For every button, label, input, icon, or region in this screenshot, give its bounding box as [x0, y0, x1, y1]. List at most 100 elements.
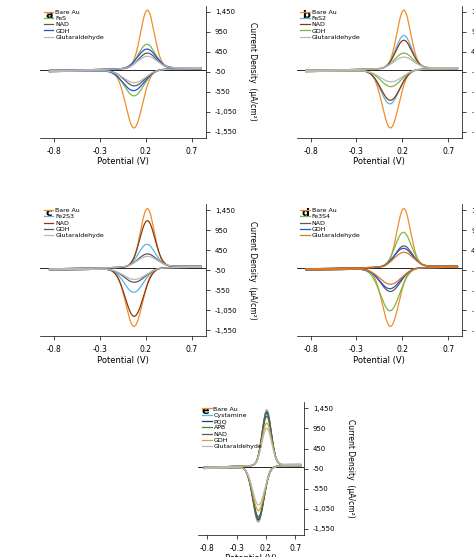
Glutaraldehyde	[303, 68, 309, 75]
Bare Au	[437, 264, 443, 271]
Bare Au	[131, 125, 137, 131]
GDH	[181, 264, 186, 271]
NAD	[364, 66, 370, 72]
Glutaraldehyde	[426, 264, 432, 271]
APB	[255, 515, 261, 522]
Glutaraldehyde	[437, 66, 443, 72]
PQQ	[201, 464, 207, 471]
FeS	[144, 41, 150, 47]
GDH	[144, 46, 150, 52]
NAD	[401, 37, 407, 43]
Fe2S3	[46, 267, 52, 273]
GDH	[240, 463, 246, 470]
PQQ	[240, 463, 246, 470]
NAD	[303, 267, 309, 273]
Text: e: e	[201, 407, 209, 417]
Bare Au	[170, 264, 175, 271]
Bare Au	[388, 125, 393, 131]
APB	[201, 464, 207, 471]
Glutaraldehyde	[334, 68, 340, 75]
Fe3S4	[369, 264, 375, 271]
GDH	[201, 465, 207, 472]
NAD	[287, 462, 292, 469]
Bare Au	[141, 212, 147, 218]
Bare Au	[303, 267, 309, 273]
Line: GDH: GDH	[306, 248, 457, 289]
Glutaraldehyde	[303, 266, 309, 272]
Fe3S4	[334, 266, 340, 273]
Line: FeS2: FeS2	[306, 36, 457, 104]
GDH	[108, 264, 113, 271]
GDH	[113, 264, 118, 271]
NAD	[364, 264, 370, 271]
Glutaraldehyde	[244, 462, 249, 469]
Fe3S4	[303, 266, 309, 272]
Bare Au	[78, 68, 83, 75]
Line: NAD: NAD	[49, 53, 201, 86]
APB	[262, 416, 267, 422]
NAD	[388, 288, 393, 295]
Line: FeS: FeS	[49, 44, 201, 96]
PQQ	[244, 462, 249, 469]
FeS	[131, 92, 137, 99]
Bare Au	[264, 407, 270, 413]
Fe2S3	[108, 264, 113, 271]
Bare Au	[255, 519, 261, 525]
Glutaraldehyde	[240, 463, 246, 470]
GDH	[303, 267, 309, 273]
Fe3S4	[387, 307, 393, 314]
NAD	[303, 266, 309, 272]
NAD	[437, 66, 443, 72]
GDH	[46, 266, 52, 272]
FeS	[46, 68, 52, 75]
Fe2S3	[131, 289, 137, 296]
FeS	[46, 67, 52, 74]
Fe2S3	[78, 266, 83, 273]
Bare Au	[303, 67, 309, 74]
Line: GDH: GDH	[306, 53, 457, 87]
Glutaraldehyde	[201, 465, 207, 472]
Bare Au	[303, 266, 309, 272]
NAD	[426, 264, 432, 271]
Bare Au	[401, 7, 407, 13]
GDH	[108, 66, 113, 72]
NAD	[201, 464, 207, 471]
Glutaraldehyde	[401, 53, 407, 60]
Bare Au	[46, 267, 52, 273]
NAD	[181, 264, 186, 271]
Bare Au	[221, 465, 227, 471]
GDH	[201, 464, 207, 471]
GDH	[130, 87, 136, 94]
FeS2	[398, 35, 403, 42]
Glutaraldehyde	[131, 79, 137, 86]
Bare Au	[287, 462, 292, 469]
NAD	[108, 264, 113, 271]
Bare Au	[364, 264, 370, 271]
GDH	[262, 424, 267, 431]
GDH	[387, 285, 392, 292]
Glutaraldehyde	[46, 67, 52, 74]
PQQ	[287, 462, 292, 469]
APB	[244, 462, 249, 469]
Fe2S3	[141, 242, 147, 249]
GDH	[388, 84, 393, 90]
NAD	[181, 66, 186, 72]
Line: Glutaraldehyde: Glutaraldehyde	[306, 57, 457, 82]
FeS2	[364, 66, 370, 72]
Bare Au	[369, 264, 375, 271]
Glutaraldehyde	[262, 428, 267, 435]
Glutaraldehyde	[181, 66, 186, 72]
FeS	[141, 42, 147, 49]
Glutaraldehyde	[388, 281, 393, 287]
Cystamine	[244, 462, 249, 469]
NAD	[46, 68, 52, 75]
GDH	[46, 68, 52, 75]
Line: GDH: GDH	[49, 254, 201, 282]
GDH	[437, 264, 443, 271]
APB	[221, 465, 227, 471]
NAD	[78, 68, 83, 75]
NAD	[141, 51, 147, 57]
Bare Au	[401, 206, 407, 212]
Text: c: c	[45, 208, 52, 218]
Legend: Bare Au, Fe3S4, NAD, GDH, Glutaraldehyde: Bare Au, Fe3S4, NAD, GDH, Glutaraldehyde	[300, 207, 361, 239]
